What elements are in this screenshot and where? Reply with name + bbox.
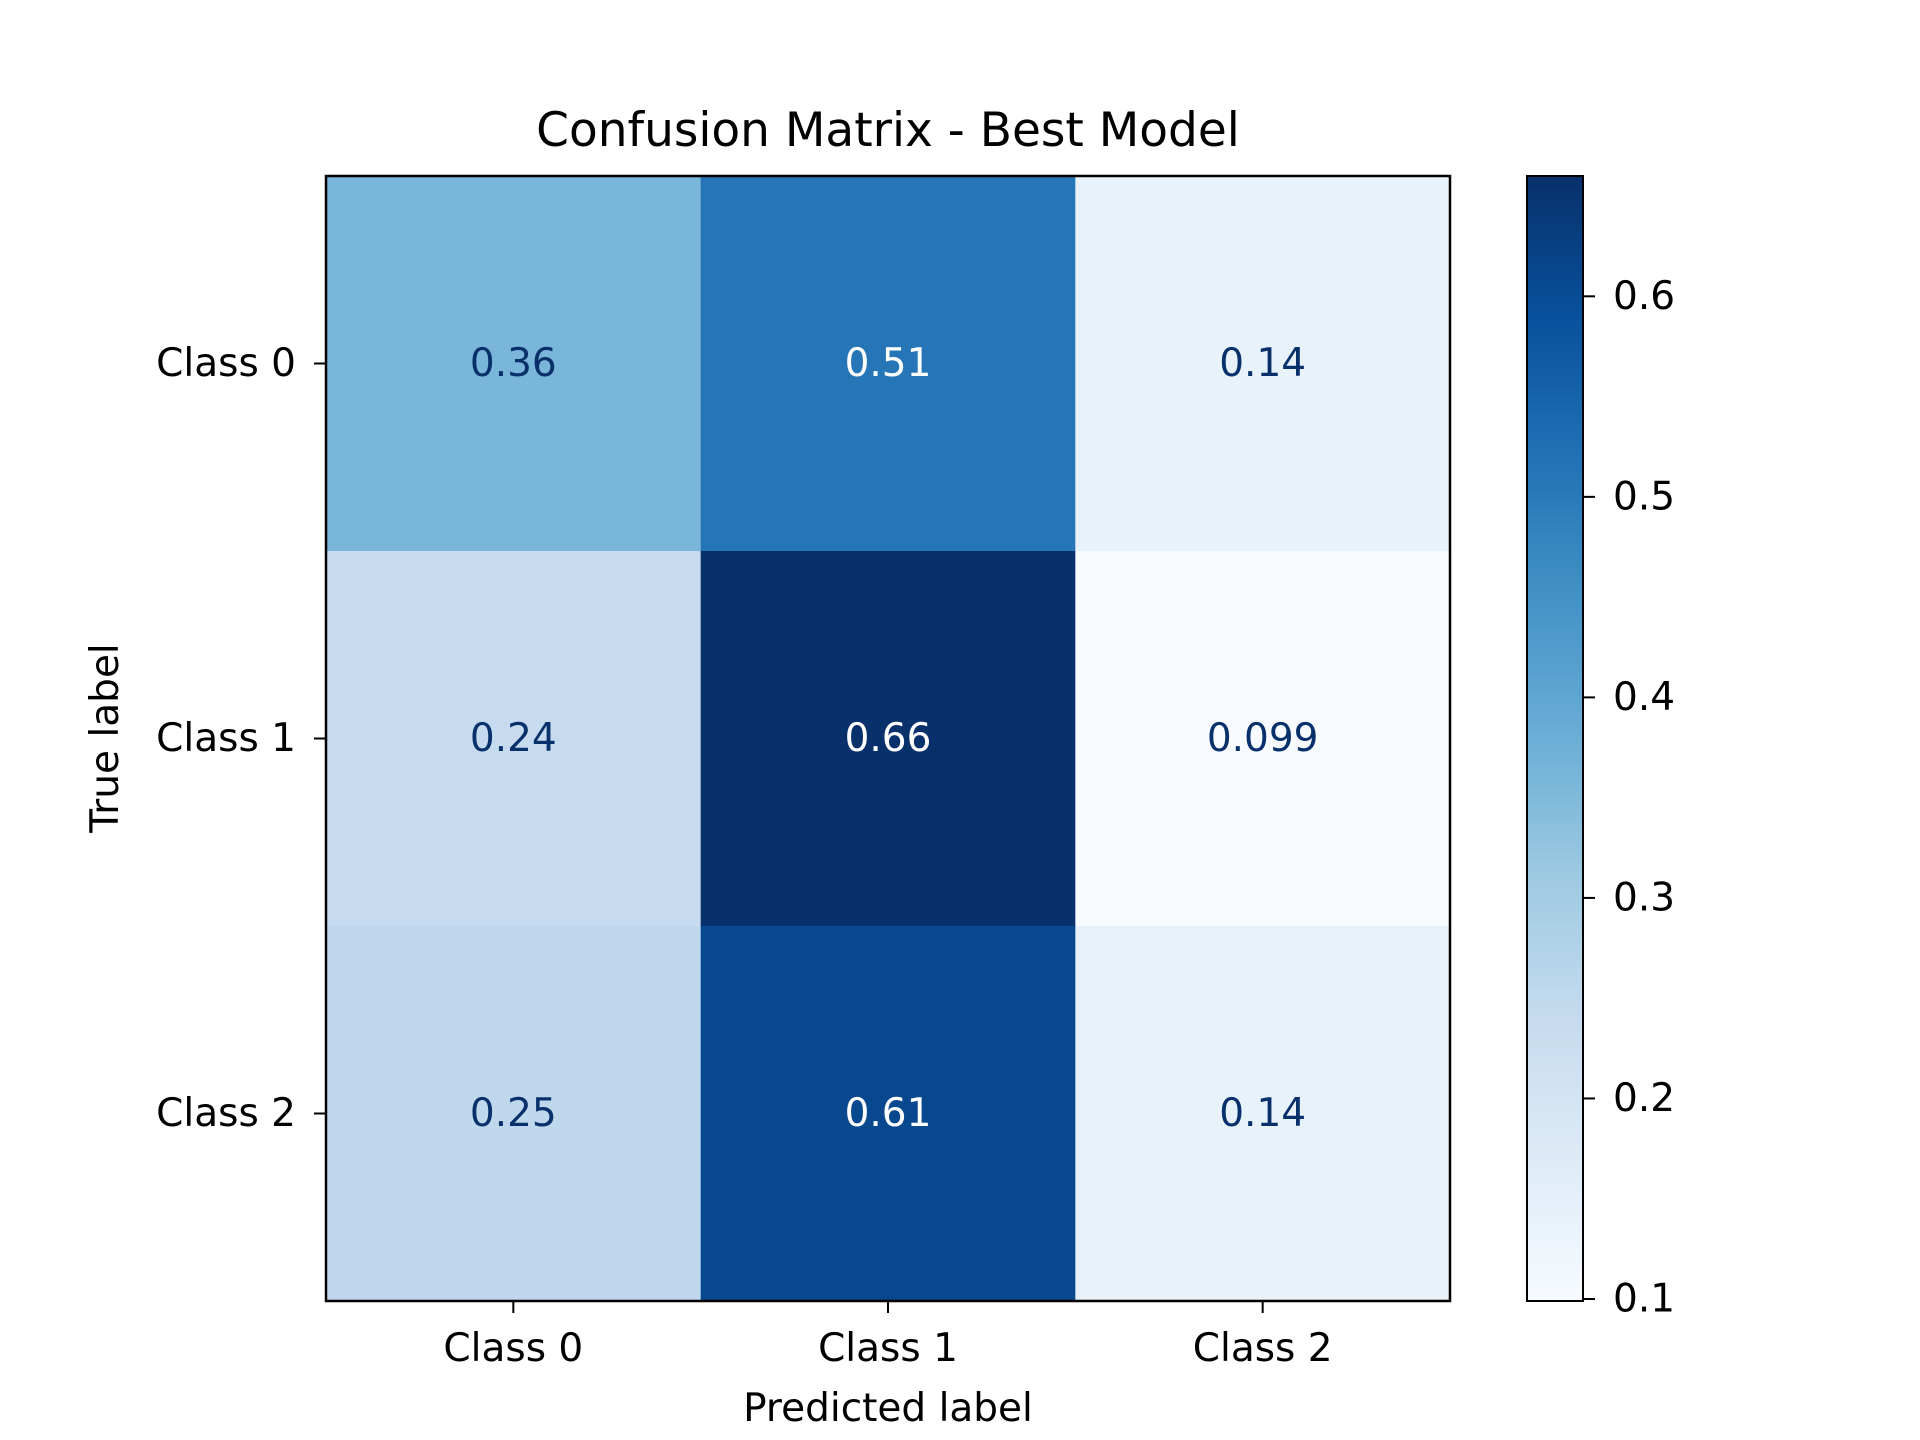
cell-value-label-r0-c0: 0.36: [470, 341, 557, 386]
cell-value-label-r1-c1: 0.66: [845, 716, 932, 761]
colorbar-tick-label: 0.3: [1613, 875, 1675, 920]
y-tick-label: Class 2: [156, 1091, 296, 1136]
colorbar-tick-label: 0.2: [1613, 1076, 1675, 1121]
heatmap-cell-r2-c1: [700, 926, 1076, 1302]
colorbar-ticks: 0.1 0.2 0.3 0.4 0.5 0.6: [1583, 274, 1675, 1321]
cell-value-label-r2-c1: 0.61: [845, 1091, 932, 1136]
y-axis-label: True label: [83, 643, 128, 834]
cell-value-label-r2-c2: 0.14: [1219, 1091, 1306, 1136]
chart-title: Confusion Matrix - Best Model: [536, 103, 1240, 158]
heatmap-cell-r0-c2: [1075, 176, 1451, 552]
heatmap-cell-r2-c2: [1075, 926, 1451, 1302]
heatmap-cell-r0-c1: [700, 176, 1076, 552]
cell-value-label-r2-c0: 0.25: [470, 1091, 557, 1136]
x-tick-label: Class 0: [443, 1326, 583, 1371]
x-axis-label: Predicted label: [743, 1386, 1033, 1431]
y-tick-label: Class 0: [156, 341, 296, 386]
heatmap-cell-r1-c1: [700, 551, 1076, 927]
heatmap-cell-r1-c0: [326, 551, 702, 927]
x-tick-label: Class 2: [1193, 1326, 1333, 1371]
colorbar-tick-label: 0.5: [1613, 474, 1675, 519]
x-tick-label: Class 1: [818, 1326, 958, 1371]
heatmap-cells: 0.36 0.51 0.14 0.24 0.66 0.099 0.25 0.61 0.14: [326, 176, 1451, 1302]
cell-value-label-r0-c1: 0.51: [845, 341, 932, 386]
y-axis-ticks: Class 0 Class 1 Class 2: [156, 341, 326, 1136]
heatmap-cell-r0-c0: [326, 176, 702, 552]
heatmap-cell-r1-c2: [1075, 551, 1451, 927]
colorbar-tick-label: 0.6: [1613, 274, 1675, 319]
colorbar: [1526, 175, 1584, 1302]
cell-value-label-r0-c2: 0.14: [1219, 341, 1306, 386]
cell-value-label-r1-c0: 0.24: [470, 716, 557, 761]
heatmap-cell-r2-c0: [326, 926, 702, 1302]
colorbar-tick-label: 0.1: [1613, 1276, 1675, 1321]
colorbar-tick-label: 0.4: [1613, 675, 1675, 720]
cell-value-label-r1-c2: 0.099: [1207, 716, 1319, 761]
y-tick-label: Class 1: [156, 716, 296, 761]
x-axis-ticks: Class 0 Class 1 Class 2: [443, 1301, 1333, 1371]
